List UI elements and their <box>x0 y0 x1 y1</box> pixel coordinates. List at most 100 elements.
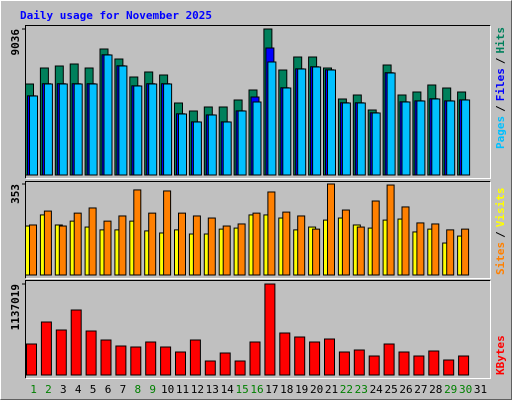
bar <box>386 184 395 276</box>
bar <box>431 98 441 176</box>
x-tick-label: 16 <box>250 383 263 396</box>
x-tick-label: 25 <box>384 383 397 396</box>
x-tick-label: 12 <box>191 383 204 396</box>
bar <box>103 54 113 176</box>
x-tick-label: 22 <box>340 383 353 396</box>
bar <box>356 102 366 176</box>
panel-bevel-light <box>25 25 491 179</box>
bar <box>29 95 38 176</box>
bar <box>73 212 82 276</box>
x-tick-label: 5 <box>90 383 97 396</box>
legend: Sites / Visits <box>494 188 507 276</box>
x-tick-label: 18 <box>280 383 293 396</box>
panel-bevel-light <box>25 181 491 279</box>
bar <box>282 211 291 276</box>
bar <box>26 343 37 376</box>
x-tick-label: 10 <box>161 383 174 396</box>
bar <box>234 360 246 376</box>
bar <box>383 343 395 376</box>
bar <box>163 83 173 176</box>
bar <box>175 351 186 376</box>
x-tick-label: 4 <box>75 383 82 396</box>
bar <box>324 338 335 376</box>
bar <box>312 66 322 176</box>
bar <box>88 83 98 176</box>
bar <box>70 309 82 376</box>
bar <box>192 121 202 176</box>
bar <box>204 360 216 376</box>
legend: Pages / Files / Hits <box>494 27 507 149</box>
bar <box>88 207 97 276</box>
bar <box>222 121 232 176</box>
bar <box>401 101 411 176</box>
bar <box>178 113 187 176</box>
x-tick-label: 30 <box>459 383 472 396</box>
bar <box>85 330 97 376</box>
bar <box>103 220 112 276</box>
bar <box>461 228 470 276</box>
x-tick-label: 8 <box>134 383 141 396</box>
x-tick-label: 20 <box>310 383 323 396</box>
bar <box>178 212 186 276</box>
x-tick-label: 7 <box>120 383 127 396</box>
bar <box>353 349 365 376</box>
bar <box>279 332 291 376</box>
bar <box>130 346 142 376</box>
bar <box>237 223 246 276</box>
bar <box>386 72 396 176</box>
x-tick-label: 19 <box>295 383 308 396</box>
bar <box>222 225 231 276</box>
bar <box>148 83 158 176</box>
y-tick-label: 353 <box>9 184 22 204</box>
x-tick-label: 27 <box>414 383 427 396</box>
x-tick-label: 2 <box>45 383 52 396</box>
legend-entry: Sites <box>494 242 507 275</box>
legend-separator: / <box>494 57 507 64</box>
bar <box>368 355 380 376</box>
bar <box>327 69 336 176</box>
x-tick-label: 24 <box>370 383 384 396</box>
bar <box>398 351 410 376</box>
bar <box>371 200 380 276</box>
x-tick-label: 13 <box>206 383 219 396</box>
legend-entry: Files <box>494 68 507 101</box>
bar <box>341 209 350 276</box>
bar <box>312 228 321 276</box>
bar <box>297 68 307 176</box>
bar <box>163 190 172 276</box>
panel-bevel-dark <box>25 280 491 379</box>
bar <box>371 112 381 176</box>
bar <box>413 355 425 376</box>
y-tick-label: 9036 <box>9 29 22 56</box>
panel-bevel-light <box>25 280 491 379</box>
bar <box>309 341 321 376</box>
legend-entry: KBytes <box>494 335 507 375</box>
x-tick-label: 15 <box>235 383 248 396</box>
legend-entry: Visits <box>494 188 507 228</box>
x-tick-label: 1 <box>30 383 37 396</box>
x-tick-label: 28 <box>429 383 442 396</box>
bar <box>446 229 455 276</box>
x-tick-label: 3 <box>60 383 67 396</box>
bar <box>458 355 470 376</box>
bar <box>267 191 276 276</box>
bar <box>428 350 440 376</box>
bar <box>356 226 365 276</box>
bar <box>431 223 440 276</box>
x-tick-label: 31 <box>474 383 487 396</box>
bar <box>446 100 456 176</box>
x-tick-label: 23 <box>355 383 368 396</box>
bar <box>401 206 410 276</box>
x-tick-label: 21 <box>325 383 338 396</box>
x-tick-label: 17 <box>265 383 278 396</box>
bar <box>160 346 172 376</box>
bar <box>264 283 276 376</box>
bar <box>100 339 112 376</box>
bar <box>443 359 455 376</box>
bar <box>461 99 471 176</box>
bar <box>327 183 335 276</box>
legend-entry: Pages <box>494 116 507 149</box>
x-tick-label: 14 <box>221 383 235 396</box>
x-tick-label: 26 <box>399 383 412 396</box>
